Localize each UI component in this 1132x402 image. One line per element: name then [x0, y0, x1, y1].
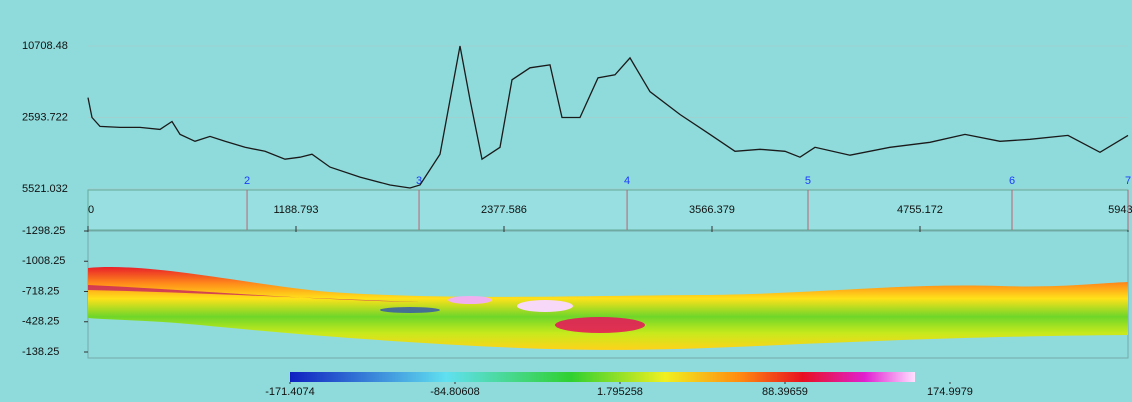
x-tick-label: 4755.172	[897, 204, 943, 216]
plot: 10708.48 2593.722 5521.032 0 1188.793 2377.58…	[22, 40, 1132, 398]
colorbar-label: -171.4074	[265, 386, 315, 398]
y-tick-label: 5521.032	[22, 183, 68, 195]
y-tick-label: -1008.25	[22, 255, 65, 267]
x-tick-label: 1188.793	[273, 204, 318, 216]
colorbar-label: 1.795258	[597, 386, 643, 398]
y-tick-label: -718.25	[22, 285, 59, 297]
marker-label: 6	[1009, 175, 1015, 187]
section-anomaly	[555, 317, 645, 333]
x-tick-label: 0	[88, 204, 94, 216]
section-streak	[88, 285, 420, 302]
distance-strip	[87, 189, 1129, 231]
marker-label: 7	[1125, 175, 1131, 187]
x-tick-label: 2377.586	[481, 204, 527, 216]
colorbar-label: -84.80608	[430, 386, 480, 398]
colorbar	[290, 372, 915, 382]
colorbar-label: 88.39659	[762, 386, 808, 398]
marker-label: 5	[805, 175, 811, 187]
y-tick-label: -428.25	[22, 316, 59, 328]
y-tick-label: 2593.722	[22, 111, 68, 123]
section-anomaly	[380, 307, 440, 313]
colorbar-label: 174.9979	[927, 386, 973, 398]
y-tick-label: -138.25	[22, 346, 59, 358]
section-anomaly	[448, 296, 492, 304]
marker-label: 3	[416, 175, 422, 187]
y-tick-label: -1298.25	[22, 225, 65, 237]
x-tick-label: 5943.96	[1108, 204, 1132, 216]
profile-line	[87, 45, 1129, 189]
section-image	[88, 267, 1128, 350]
marker-label: 2	[244, 175, 250, 187]
y-tick-label: 10708.48	[22, 40, 68, 52]
section-anomaly	[517, 300, 573, 312]
x-tick-label: 3566.379	[689, 204, 735, 216]
marker-label: 4	[624, 175, 630, 187]
